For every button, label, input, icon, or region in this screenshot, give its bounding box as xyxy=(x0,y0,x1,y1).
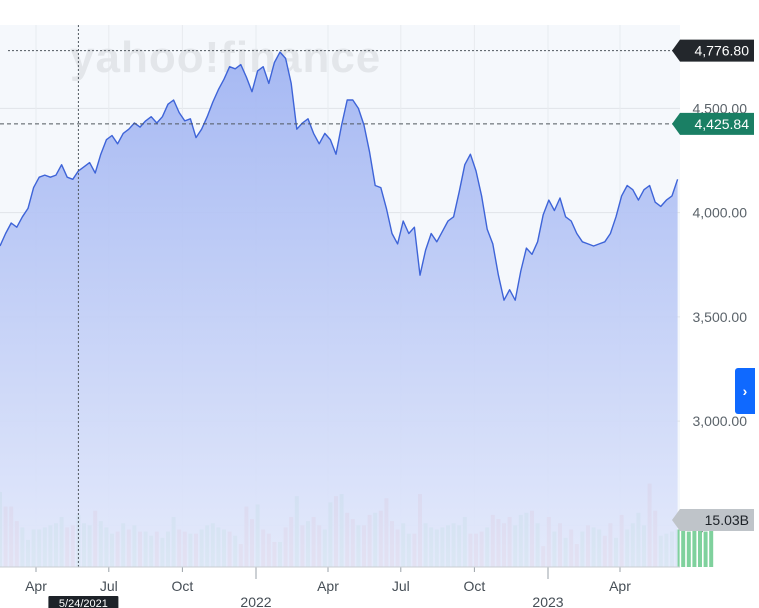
crosshair-date-tag-shape xyxy=(48,596,119,608)
x-tick-label: Apr xyxy=(25,578,47,594)
price-area-fill xyxy=(0,52,678,568)
watermark: yahoo!finance xyxy=(70,33,381,82)
x-tick-label: Jul xyxy=(100,578,118,594)
current-value-tag-shape xyxy=(672,112,754,135)
value-tags: 4,776.80 4,425.84 15.03B 5/24/2021 xyxy=(48,39,754,608)
scroll-right-button[interactable]: › xyxy=(735,368,755,414)
overlay-lines xyxy=(0,25,680,567)
price-line xyxy=(0,51,679,301)
y-tick-label: 4,000.00 xyxy=(693,205,748,221)
crosshair-date-tag-text: 5/24/2021 xyxy=(59,598,108,608)
x-tick-label: Apr xyxy=(317,578,339,594)
volume-bar-up xyxy=(709,527,714,567)
high-value-tag-text: 4,776.80 xyxy=(695,43,750,59)
y-tick-label: 3,500.00 xyxy=(693,309,748,325)
volume-bar-up xyxy=(692,529,697,567)
high-value-tag-shape xyxy=(672,39,754,62)
volume-bar-up xyxy=(703,531,708,567)
x-tick-label: Oct xyxy=(464,578,486,594)
volume-bar-up xyxy=(698,529,702,567)
year-tick-label: 2022 xyxy=(240,594,271,608)
volume-bar-up xyxy=(681,523,686,567)
volume-bar-up xyxy=(686,531,691,567)
x-tick-label: Oct xyxy=(172,578,194,594)
current-value-tag-text: 4,425.84 xyxy=(695,116,750,132)
y-tick-label: 3,000.00 xyxy=(693,413,748,429)
year-tick-label: 2023 xyxy=(532,594,563,608)
volume-tag-text: 15.03B xyxy=(705,512,749,528)
x-tick-label: Apr xyxy=(609,578,631,594)
y-tick-label: 4,500.00 xyxy=(693,100,748,116)
chevron-right-icon: › xyxy=(742,383,748,399)
volume-tag-shape xyxy=(672,509,754,531)
x-tick-label: Jul xyxy=(392,578,410,594)
price-area xyxy=(0,51,679,568)
